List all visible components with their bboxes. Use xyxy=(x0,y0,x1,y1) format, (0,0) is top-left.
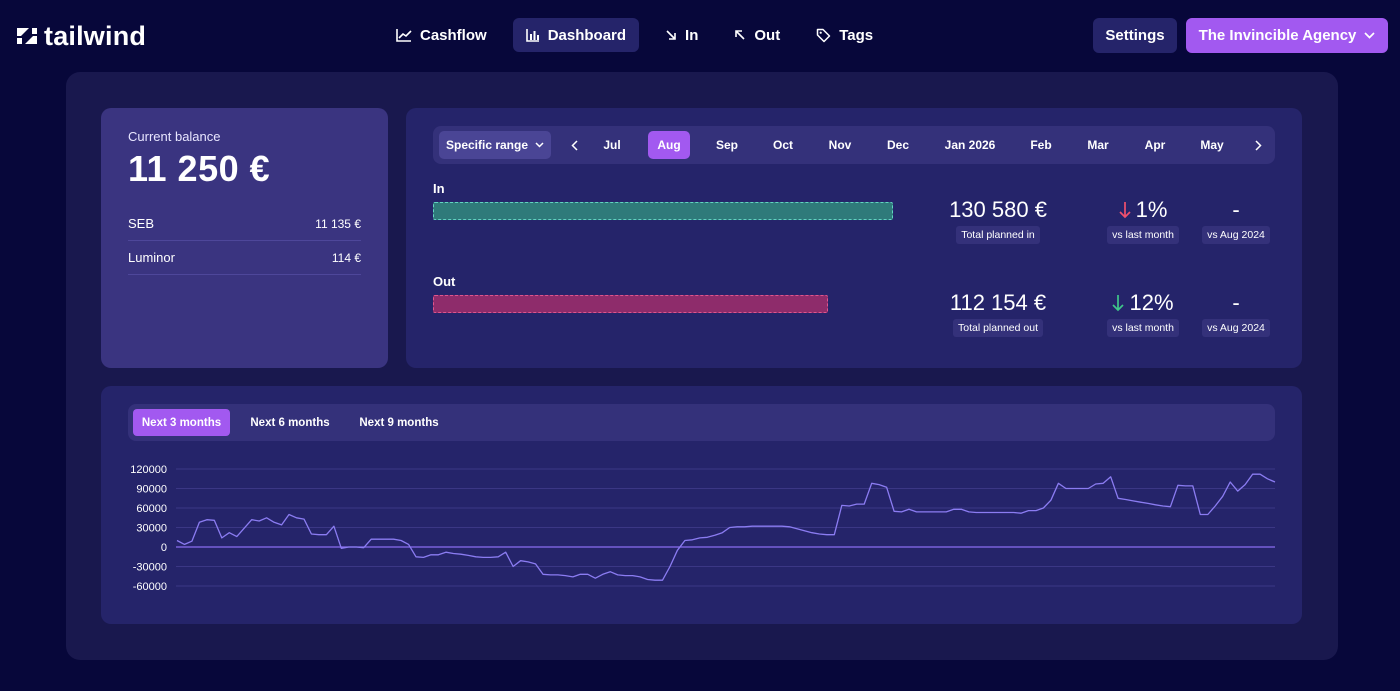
settings-button[interactable]: Settings xyxy=(1093,18,1177,53)
chevron-left-icon xyxy=(570,139,578,151)
next-month-button[interactable] xyxy=(1250,136,1266,154)
y-tick-label: 90000 xyxy=(136,484,167,496)
month-chip-nov[interactable]: Nov xyxy=(828,138,852,152)
nav-dashboard[interactable]: Dashboard xyxy=(512,18,640,52)
agency-selector[interactable]: The Invincible Agency xyxy=(1186,18,1388,53)
chevron-down-icon xyxy=(535,142,544,148)
month-chip-dec[interactable]: Dec xyxy=(886,138,909,152)
brand-name: tailwind xyxy=(44,21,147,51)
month-chip-feb[interactable]: Feb xyxy=(1030,138,1052,152)
in-change-stat: 1% vs last month xyxy=(1103,196,1183,244)
nav-in[interactable]: In xyxy=(655,18,708,52)
in-total-stat: 130 580 € Total planned in xyxy=(933,196,1063,244)
out-change-stat: 12% vs last month xyxy=(1103,289,1183,337)
account-amount: 11 135 € xyxy=(315,216,361,231)
out-total-caption: Total planned out xyxy=(953,319,1043,337)
month-chip-sep[interactable]: Sep xyxy=(715,138,738,152)
y-tick-label: 30000 xyxy=(136,523,167,535)
month-chip-jan-2026[interactable]: Jan 2026 xyxy=(944,138,996,152)
month-selector: Specific range Jul Aug Sep Oct Nov Dec J… xyxy=(433,126,1275,164)
month-chip-aug[interactable]: Aug xyxy=(648,131,690,159)
nav-tags-label: Tags xyxy=(839,26,874,44)
chevron-right-icon xyxy=(1254,139,1262,151)
out-yoy-value: - xyxy=(1232,290,1240,315)
y-tick-label: 0 xyxy=(161,542,167,554)
in-yoy-value: - xyxy=(1232,197,1240,222)
nav-in-label: In xyxy=(685,26,699,44)
in-total-caption: Total planned in xyxy=(956,226,1040,244)
nav-out[interactable]: Out xyxy=(724,18,790,52)
month-chip-oct[interactable]: Oct xyxy=(772,138,793,152)
y-tick-label: -30000 xyxy=(133,562,167,574)
in-bar xyxy=(433,202,893,220)
y-tick-label: 60000 xyxy=(136,503,167,515)
period-tabs: Next 3 months Next 6 months Next 9 month… xyxy=(128,404,1275,441)
month-chip-apr[interactable]: Apr xyxy=(1144,138,1166,152)
prev-month-button[interactable] xyxy=(566,136,582,154)
tag-icon xyxy=(816,28,831,42)
in-total-amount: 130 580 € xyxy=(949,197,1047,222)
account-amount: 114 € xyxy=(331,250,361,265)
account-name: Luminor xyxy=(128,250,175,265)
balance-card: Current balance 11 250 € SEB 11 135 € Lu… xyxy=(101,108,388,368)
out-label: Out xyxy=(433,274,456,289)
planning-card: Specific range Jul Aug Sep Oct Nov Dec J… xyxy=(406,108,1302,368)
in-yoy-stat: - vs Aug 2024 xyxy=(1196,196,1276,244)
arrow-down-icon xyxy=(1118,202,1131,219)
y-tick-label: -60000 xyxy=(133,581,167,593)
brand-logo[interactable]: tailwind xyxy=(16,20,146,52)
arrow-down-icon xyxy=(1112,295,1125,312)
out-yoy-caption: vs Aug 2024 xyxy=(1202,319,1270,337)
balance-label: Current balance xyxy=(128,129,221,144)
agency-label: The Invincible Agency xyxy=(1198,27,1357,44)
forecast-card: Next 3 months Next 6 months Next 9 month… xyxy=(101,386,1302,624)
month-chip-may[interactable]: May xyxy=(1200,138,1224,152)
out-change-value: 12% xyxy=(1129,290,1174,315)
account-name: SEB xyxy=(128,216,155,231)
arrow-down-right-icon xyxy=(666,30,676,40)
tab-next-3-months[interactable]: Next 3 months xyxy=(133,409,230,436)
nav-cashflow-label: Cashflow xyxy=(420,26,487,44)
month-chip-jul[interactable]: Jul xyxy=(603,138,621,152)
series-line xyxy=(176,473,1276,581)
balance-amount: 11 250 € xyxy=(128,148,271,189)
out-total-amount: 112 154 € xyxy=(949,290,1047,315)
in-yoy-caption: vs Aug 2024 xyxy=(1202,226,1270,244)
y-tick-label: 120000 xyxy=(130,464,167,476)
chevron-down-icon xyxy=(1364,32,1376,39)
month-chip-mar[interactable]: Mar xyxy=(1087,138,1109,152)
tab-next-9-months[interactable]: Next 9 months xyxy=(359,416,439,429)
nav-cashflow[interactable]: Cashflow xyxy=(386,18,497,52)
account-row[interactable]: Luminor 114 € xyxy=(128,241,361,275)
account-list: SEB 11 135 € Luminor 114 € xyxy=(128,207,361,275)
range-label: Specific range xyxy=(445,138,529,152)
range-dropdown[interactable]: Specific range xyxy=(439,131,551,159)
out-total-stat: 112 154 € Total planned out xyxy=(933,289,1063,337)
out-change-caption: vs last month xyxy=(1107,319,1179,337)
in-change-caption: vs last month xyxy=(1107,226,1179,244)
out-yoy-stat: - vs Aug 2024 xyxy=(1196,289,1276,337)
tab-next-6-months[interactable]: Next 6 months xyxy=(250,416,330,429)
tailwind-logo-icon xyxy=(17,28,37,44)
nav-out-label: Out xyxy=(754,26,781,44)
bar-chart-icon xyxy=(525,29,539,42)
arrow-up-left-icon xyxy=(735,30,745,40)
in-label: In xyxy=(433,181,445,196)
forecast-chart: 120000 90000 60000 30000 0 -30000 -60000 xyxy=(130,464,1276,593)
account-row[interactable]: SEB 11 135 € xyxy=(128,207,361,241)
nav-dashboard-label: Dashboard xyxy=(547,26,627,44)
out-bar xyxy=(433,295,828,313)
trend-line-icon xyxy=(396,29,412,42)
in-change-value: 1% xyxy=(1135,197,1168,222)
main-nav: Cashflow Dashboard In Out Tags xyxy=(386,18,883,52)
nav-tags[interactable]: Tags xyxy=(806,18,883,52)
